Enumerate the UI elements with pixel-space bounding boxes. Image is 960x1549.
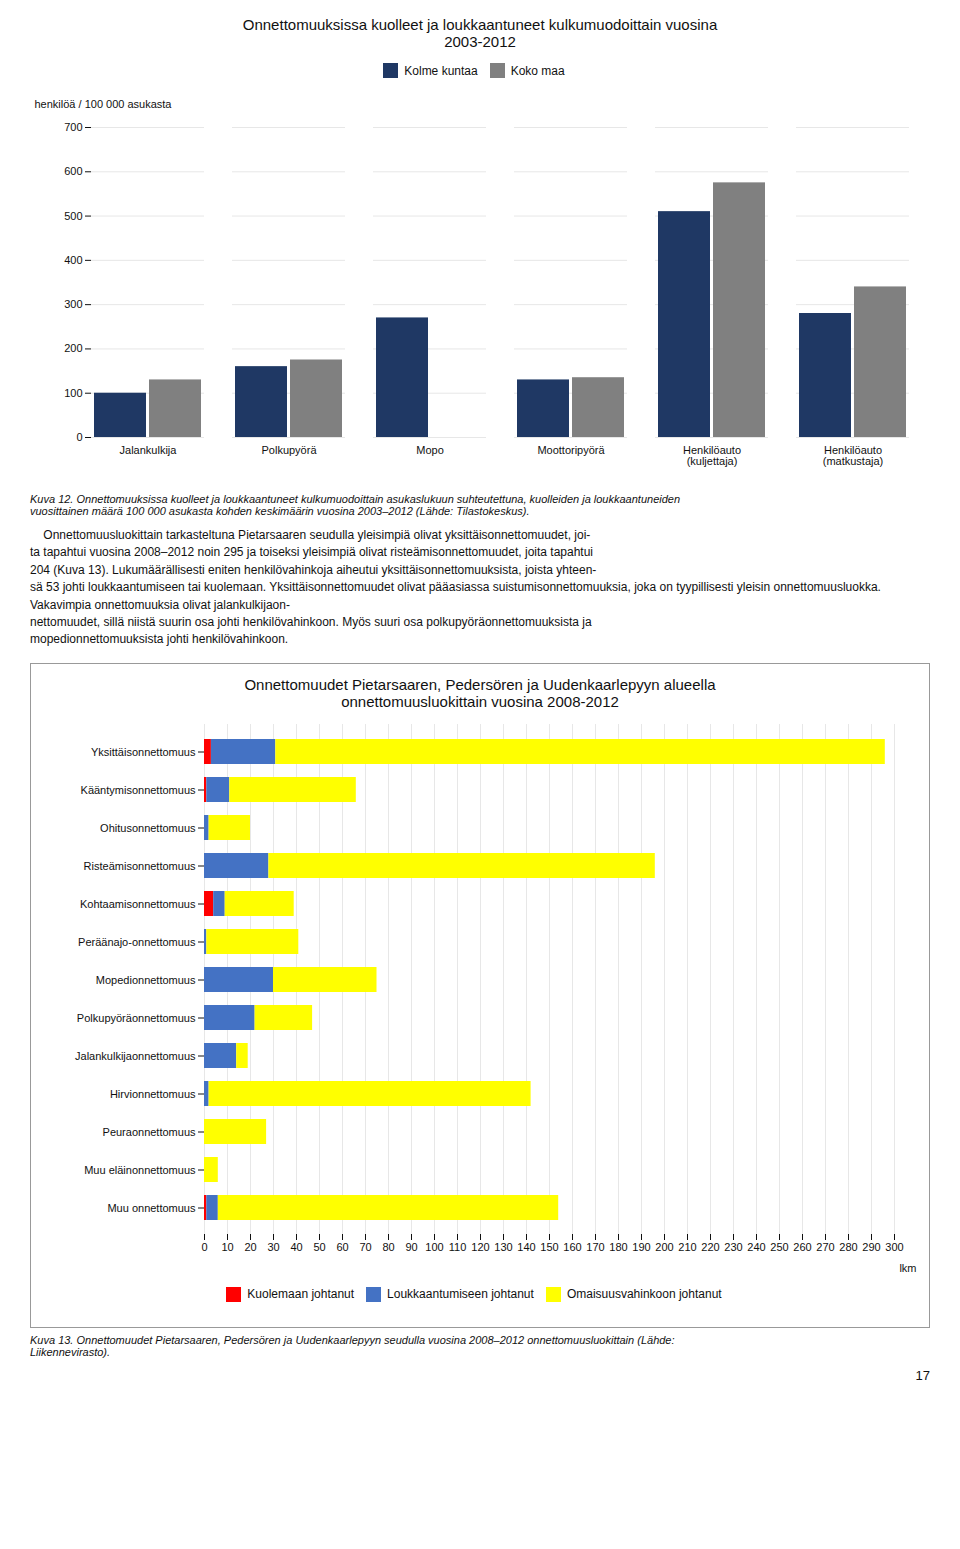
svg-text:190: 190 — [632, 1241, 650, 1253]
svg-text:100: 100 — [64, 387, 82, 399]
svg-text:10: 10 — [221, 1241, 233, 1253]
svg-text:250: 250 — [770, 1241, 788, 1253]
svg-text:Polkupyöräonnettomuus: Polkupyöräonnettomuus — [77, 1011, 196, 1023]
svg-text:300: 300 — [885, 1241, 903, 1253]
svg-text:Kohtaamisonnettomuus: Kohtaamisonnettomuus — [80, 897, 196, 909]
svg-text:200: 200 — [64, 342, 82, 354]
svg-text:100: 100 — [425, 1241, 443, 1253]
svg-text:80: 80 — [382, 1241, 394, 1253]
svg-text:Risteämisonnettomuus: Risteämisonnettomuus — [84, 859, 196, 871]
svg-text:Polkupyörä: Polkupyörä — [261, 444, 317, 456]
svg-text:110: 110 — [449, 1241, 467, 1253]
svg-text:220: 220 — [701, 1241, 719, 1253]
svg-text:Peuraonnettomuus: Peuraonnettomuus — [103, 1125, 196, 1137]
html-text:Loukkaantumiseen johtanut: Loukkaantumiseen johtanut — [387, 1287, 534, 1302]
html-text:Kuva 12. Onnettomuuksissa kuol: Kuva 12. Onnettomuuksissa kuolleet ja lo… — [30, 493, 681, 517]
svg-text:0: 0 — [76, 431, 82, 443]
svg-text:210: 210 — [678, 1241, 696, 1253]
svg-text:230: 230 — [724, 1241, 742, 1253]
svg-text:Mopedionnettomuus: Mopedionnettomuus — [96, 973, 196, 985]
svg-text:Muu onnettomuus: Muu onnettomuus — [107, 1201, 196, 1213]
svg-text:160: 160 — [563, 1241, 581, 1253]
html-text:Koko maa: Koko maa — [510, 63, 565, 78]
svg-text:300: 300 — [64, 298, 82, 310]
svg-text:240: 240 — [747, 1241, 765, 1253]
html-text:Kolme kuntaa: Kolme kuntaa — [404, 63, 478, 78]
svg-text:Yksittäisonnettomuus: Yksittäisonnettomuus — [91, 745, 196, 757]
svg-text:Moottoripyörä: Moottoripyörä — [537, 444, 605, 456]
svg-text:Henkilöauto(matkustaja): Henkilöauto(matkustaja) — [823, 444, 884, 467]
svg-text:600: 600 — [64, 165, 82, 177]
svg-text:0: 0 — [201, 1241, 207, 1253]
svg-text:70: 70 — [359, 1241, 371, 1253]
svg-text:lkm: lkm — [899, 1261, 916, 1273]
svg-text:200: 200 — [655, 1241, 673, 1253]
html-text:Kuva 13. Onnettomuudet Pietars: Kuva 13. Onnettomuudet Pietarsaaren, Ped… — [30, 1333, 675, 1358]
svg-text:170: 170 — [586, 1241, 604, 1253]
svg-text:280: 280 — [839, 1241, 857, 1253]
svg-text:180: 180 — [609, 1241, 627, 1253]
svg-text:90: 90 — [405, 1241, 417, 1253]
svg-text:700: 700 — [64, 121, 82, 133]
svg-text:260: 260 — [793, 1241, 811, 1253]
html-text:Onnettomuuksissa kuolleet ja l: Onnettomuuksissa kuolleet ja loukkaantun… — [242, 16, 718, 50]
svg-text:Ohitusonnettomuus: Ohitusonnettomuus — [100, 821, 196, 833]
svg-text:Mopo: Mopo — [416, 444, 444, 456]
svg-text:500: 500 — [64, 210, 82, 222]
html-text:Kuolemaan johtanut: Kuolemaan johtanut — [247, 1287, 355, 1302]
svg-text:60: 60 — [336, 1241, 348, 1253]
svg-text:Muu eläinonnettomuus: Muu eläinonnettomuus — [84, 1163, 196, 1175]
svg-text:50: 50 — [313, 1241, 325, 1253]
svg-text:120: 120 — [471, 1241, 489, 1253]
svg-text:Hirvionnettomuus: Hirvionnettomuus — [110, 1087, 196, 1099]
svg-text:Kääntymisonnettomuus: Kääntymisonnettomuus — [81, 783, 196, 795]
svg-text:40: 40 — [290, 1241, 302, 1253]
svg-text:30: 30 — [267, 1241, 279, 1253]
svg-text:Jalankulkijaonnettomuus: Jalankulkijaonnettomuus — [75, 1049, 196, 1061]
svg-text:130: 130 — [494, 1241, 512, 1253]
svg-text:270: 270 — [816, 1241, 834, 1253]
html-text:Onnettomuudet Pietarsaaren, Pe: Onnettomuudet Pietarsaaren, Pedersören j… — [244, 675, 716, 710]
svg-text:150: 150 — [540, 1241, 558, 1253]
svg-text:290: 290 — [862, 1241, 880, 1253]
svg-text:henkilöä / 100 000 asukasta: henkilöä / 100 000 asukasta — [35, 98, 173, 110]
svg-text:Jalankulkija: Jalankulkija — [120, 444, 178, 456]
svg-text:Peräänajo-onnettomuus: Peräänajo-onnettomuus — [78, 935, 196, 947]
html-text:Onnettomuusluokittain tarkaste: Onnettomuusluokittain tarkasteltuna Piet… — [30, 528, 885, 647]
svg-text:20: 20 — [244, 1241, 256, 1253]
html-text:17: 17 — [915, 1367, 930, 1383]
html-text:Omaisuusvahinkoon johtanut: Omaisuusvahinkoon johtanut — [566, 1287, 722, 1302]
svg-text:140: 140 — [517, 1241, 535, 1253]
svg-text:400: 400 — [64, 254, 82, 266]
svg-text:Henkilöauto(kuljettaja): Henkilöauto(kuljettaja) — [683, 444, 741, 467]
